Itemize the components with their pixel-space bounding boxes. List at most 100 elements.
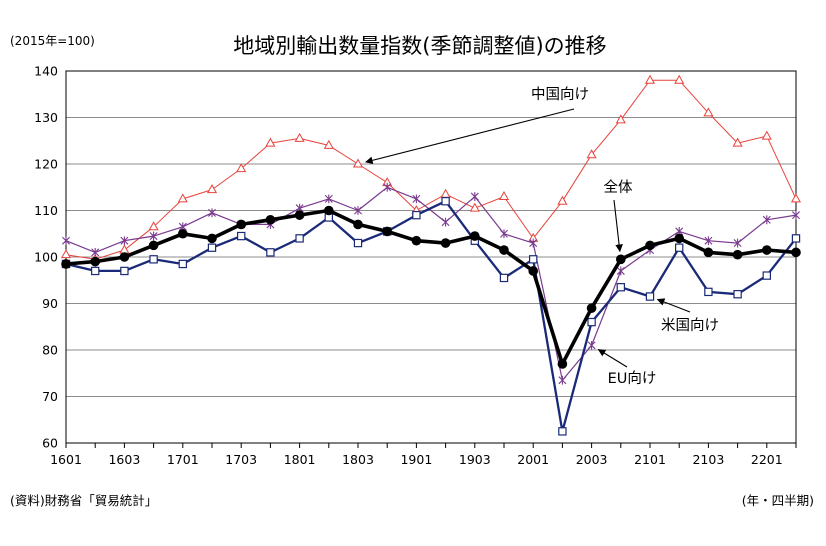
point-marker: [792, 210, 800, 220]
y-tick-label: 70: [42, 389, 58, 404]
annotation-label: 米国向け: [661, 317, 719, 334]
point-marker: [557, 195, 568, 205]
x-tick-label: 1901: [400, 452, 432, 467]
point-marker: [674, 233, 684, 244]
point-marker: [644, 74, 656, 84]
point-marker: [294, 210, 305, 220]
point-marker: [62, 236, 70, 246]
point-marker: [323, 139, 334, 149]
point-marker: [148, 240, 159, 251]
point-marker: [382, 226, 393, 237]
x-tick-label: 1801: [284, 452, 316, 467]
point-marker: [324, 205, 334, 216]
chart-title: 地域別輸出数量指数(季節調整値)の推移: [233, 34, 606, 58]
y-tick-label: 140: [34, 64, 58, 79]
point-marker: [470, 231, 480, 241]
series-line: [65, 208, 797, 366]
point-marker: [586, 303, 597, 313]
x-tick-label: 2201: [751, 452, 783, 467]
series-triangle: [60, 74, 802, 263]
point-marker: [208, 208, 216, 218]
point-marker: [674, 243, 684, 252]
point-marker: [645, 240, 655, 251]
point-marker: [237, 231, 246, 241]
point-marker: [499, 273, 509, 283]
point-marker: [178, 259, 187, 269]
point-marker: [586, 149, 597, 159]
point-marker: [645, 292, 655, 301]
point-marker: [119, 244, 130, 254]
point-marker: [265, 137, 276, 147]
point-marker: [587, 340, 596, 350]
point-marker: [704, 236, 713, 246]
x-tick-label: 1603: [108, 452, 140, 467]
point-marker: [791, 247, 801, 258]
point-marker: [761, 130, 772, 140]
series: [60, 74, 802, 436]
x-tick-label: 2003: [576, 452, 608, 467]
point-marker: [733, 238, 742, 248]
annotation-arrow: [365, 108, 575, 165]
point-marker: [90, 266, 100, 276]
point-marker: [616, 266, 625, 276]
x-tick-label: 1601: [50, 452, 82, 467]
point-marker: [529, 238, 538, 248]
point-marker: [732, 249, 743, 260]
point-marker: [732, 137, 743, 147]
point-marker: [411, 235, 422, 246]
y-tick-label: 100: [34, 250, 58, 265]
point-marker: [762, 271, 772, 280]
annotation-label: 中国向け: [531, 86, 589, 103]
point-marker: [733, 290, 742, 299]
point-marker: [558, 375, 567, 385]
point-marker: [703, 247, 714, 258]
point-marker: [207, 233, 217, 244]
point-marker: [441, 217, 450, 227]
x-tick-label: 1803: [342, 452, 374, 467]
point-marker: [674, 74, 685, 84]
point-marker: [791, 234, 801, 243]
y-tick-label: 90: [42, 296, 58, 311]
x-tick-label: 1703: [225, 452, 257, 467]
point-marker: [703, 107, 714, 117]
point-marker: [470, 192, 479, 201]
point-marker: [528, 255, 538, 264]
annotation-label: EU向け: [608, 370, 657, 387]
point-marker: [587, 317, 596, 327]
point-marker: [149, 231, 158, 241]
point-marker: [206, 184, 218, 194]
point-marker: [615, 114, 626, 124]
point-marker: [178, 228, 188, 239]
point-marker: [149, 255, 158, 264]
y-tick-label: 120: [34, 157, 58, 172]
annotation-arrow: [597, 349, 628, 368]
point-marker: [528, 266, 538, 276]
y-tick-label: 80: [42, 343, 58, 358]
point-marker: [500, 229, 508, 239]
point-marker: [441, 197, 450, 206]
annotation-label: 全体: [604, 178, 633, 196]
point-marker: [352, 158, 364, 168]
x-tick-label: 2001: [517, 452, 549, 467]
point-marker: [177, 193, 188, 203]
point-marker: [469, 202, 480, 212]
point-marker: [440, 188, 451, 198]
point-marker: [207, 243, 217, 252]
source-note: (資料)財務省「貿易統計」: [10, 493, 157, 508]
point-marker: [412, 210, 421, 220]
point-marker: [616, 254, 626, 265]
point-marker: [119, 252, 130, 262]
point-marker: [236, 163, 247, 173]
series-circle: [61, 205, 801, 369]
point-marker: [498, 191, 510, 201]
x-unit-label: (年・四半期): [742, 493, 814, 508]
series-line: [65, 200, 797, 433]
axes: 60 70 80 90 100 110 120 130 140 1601 1603 1701 1703 1…: [34, 64, 797, 467]
point-marker: [236, 219, 246, 230]
point-marker: [557, 359, 568, 369]
y-tick-label: 110: [34, 203, 58, 218]
point-marker: [61, 259, 71, 269]
point-marker: [383, 182, 392, 192]
